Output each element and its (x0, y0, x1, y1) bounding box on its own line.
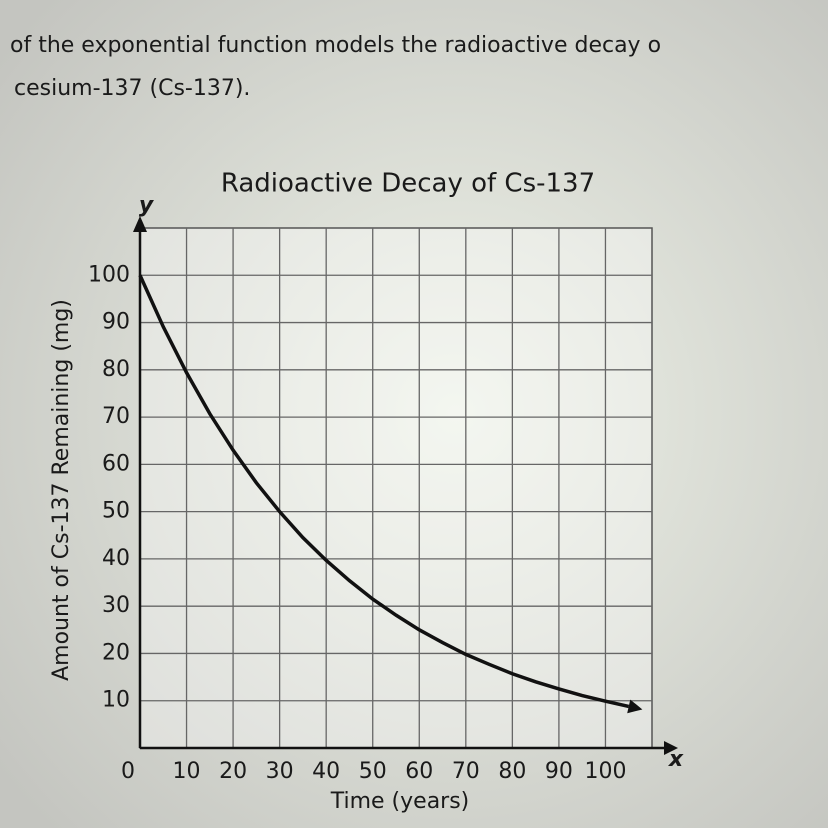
x-tick-label: 100 (584, 759, 626, 784)
y-tick-label: 100 (88, 262, 130, 287)
y-axis-letter: y (139, 193, 155, 218)
x-tick-label: 10 (173, 759, 201, 784)
chart-title: Radioactive Decay of Cs-137 (221, 169, 595, 199)
y-tick-label: 40 (102, 546, 130, 571)
x-tick-label: 30 (266, 759, 294, 784)
y-tick-label: 50 (102, 499, 130, 524)
y-tick-label: 90 (102, 310, 130, 335)
y-tick-label: 10 (102, 688, 130, 713)
plot-area (139, 227, 653, 749)
intro-line: cesium-137 (Cs-137). (14, 76, 250, 101)
y-axis-title: Amount of Cs-137 Remaining (mg) (49, 299, 74, 681)
y-tick-label: 70 (102, 404, 130, 429)
y-tick-label: 30 (102, 593, 130, 618)
intro-line: of the exponential function models the r… (10, 33, 661, 58)
x-axis-arrow (664, 741, 678, 755)
y-tick-label: 80 (102, 357, 130, 382)
x-tick-label: 40 (312, 759, 340, 784)
decay-curve (138, 274, 630, 709)
x-tick-label: 0 (121, 759, 135, 784)
y-tick-label: 60 (102, 451, 130, 476)
x-axis-title: Time (years) (330, 789, 470, 814)
x-axis-letter: x (668, 747, 684, 772)
x-tick-label: 50 (359, 759, 387, 784)
x-tick-label: 90 (545, 759, 573, 784)
curve-arrow (627, 699, 643, 714)
x-tick-label: 80 (498, 759, 526, 784)
y-axis-arrow (133, 216, 147, 232)
y-tick-label: 20 (102, 640, 130, 665)
x-tick-label: 60 (405, 759, 433, 784)
x-tick-label: 20 (219, 759, 247, 784)
x-tick-label: 70 (452, 759, 480, 784)
